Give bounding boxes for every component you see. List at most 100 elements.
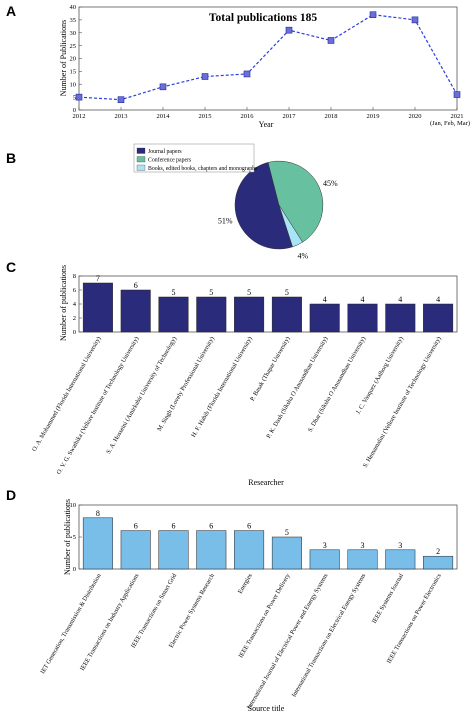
y-tick-label: 10: [70, 502, 77, 509]
pie-slice-label: 4%: [298, 252, 309, 261]
publication-type-pie-chart: 51% 45% 4% Journal papers Conference papers…: [133, 143, 338, 261]
legend-swatch: [136, 164, 146, 171]
bar: [271, 296, 302, 333]
bar: [120, 289, 151, 333]
data-point-marker: [75, 93, 83, 101]
legend-entry: Books, edited books, chapters and monogr…: [148, 166, 258, 172]
bar-value-label: 4: [398, 295, 402, 304]
bar-value-label: 5: [247, 288, 251, 297]
chart-a-ylabel: Number of Publications: [59, 20, 68, 96]
bar-value-label: 5: [285, 528, 289, 537]
y-tick-label: 5: [73, 534, 76, 541]
x-tick-label: 2021: [451, 113, 464, 120]
y-tick-label: 15: [70, 69, 77, 76]
x-tick-label: 2014: [157, 113, 171, 120]
bar: [120, 530, 151, 570]
bar: [158, 530, 189, 570]
bar: [309, 549, 340, 570]
y-tick-label: 5: [73, 94, 76, 101]
bar: [196, 530, 227, 570]
bar-value-label: 7: [96, 274, 100, 283]
pie-slice-label: 51%: [218, 217, 233, 226]
pie-slice-label: 45%: [323, 179, 338, 188]
y-tick-label: 20: [70, 56, 77, 63]
x-tick-label: 2017: [283, 113, 297, 120]
y-tick-label: 2: [73, 315, 76, 322]
data-point-marker: [285, 26, 293, 34]
bar-value-label: 5: [172, 288, 176, 297]
chart-c-ylabel: Number of publications: [59, 265, 68, 341]
bar-value-label: 4: [361, 295, 365, 304]
bar: [385, 303, 416, 333]
bar: [158, 296, 189, 333]
panel-letter-c: C: [6, 259, 16, 275]
category-label: IEEE Systems Journal: [371, 572, 405, 624]
publications-line-chart: Total publications 185 Number of Publica…: [59, 4, 470, 129]
y-tick-label: 30: [70, 30, 77, 37]
category-label: S. A. Hosseini (Amirkabir University of …: [105, 336, 178, 456]
bar-value-label: 6: [134, 522, 138, 531]
bar: [82, 282, 113, 333]
category-label: H. F. Habib (Florida International Unive…: [190, 336, 254, 439]
bar: [82, 517, 113, 570]
category-label: Electric Power Systems Research: [168, 572, 217, 649]
bar: [423, 555, 454, 570]
bar: [347, 549, 378, 570]
x-tick-label: 2018: [325, 113, 338, 120]
bar-value-label: 4: [323, 295, 327, 304]
bar: [309, 303, 340, 333]
data-point-marker: [453, 91, 461, 98]
panel-letter-d: D: [6, 487, 16, 503]
category-label: P. Basak (Thapar University): [249, 336, 292, 403]
category-label: International Transactions on Electrical…: [290, 572, 367, 698]
data-point-marker: [243, 70, 251, 78]
data-point-marker: [327, 37, 335, 44]
chart-d-ylabel: Number of publications: [63, 499, 72, 575]
panel-letter-b: B: [6, 150, 16, 166]
bar: [385, 549, 416, 570]
x-tick-label: 2012: [73, 113, 86, 120]
panel-letter-a: A: [6, 3, 16, 19]
bar-value-label: 3: [323, 541, 327, 550]
bar: [234, 296, 265, 333]
chart-a-xlabel: Year: [259, 120, 274, 129]
y-tick-label: 6: [73, 287, 77, 294]
pie-legend-box: [133, 143, 255, 173]
category-label: P. K. Dash (Siksha O Anusandhan Universi…: [265, 336, 329, 440]
category-label: O. V. G. Swathika (Vellore Institute of …: [55, 336, 140, 476]
data-point-marker: [201, 73, 209, 80]
y-tick-label: 35: [70, 17, 77, 24]
bar-value-label: 3: [361, 541, 365, 550]
chart-a-title: Total publications 185: [209, 12, 317, 24]
y-tick-label: 25: [70, 43, 77, 50]
legend-entry: Journal papers: [148, 149, 182, 155]
category-label: IET Generation, Transmission & Distribut…: [39, 572, 103, 675]
bar-value-label: 6: [247, 522, 251, 531]
x-tick-label: 2019: [367, 113, 380, 120]
category-label: Energies: [237, 572, 254, 595]
y-tick-label: 40: [70, 4, 77, 11]
bar-value-label: 8: [96, 509, 100, 518]
bar-value-label: 5: [209, 288, 213, 297]
bar-value-label: 6: [172, 522, 176, 531]
bar-value-label: 6: [209, 522, 213, 531]
category-label: International Journal of Electrical Powe…: [246, 572, 330, 711]
bar-value-label: 2: [436, 547, 440, 556]
y-tick-label: 8: [73, 273, 76, 280]
legend-swatch: [136, 156, 146, 163]
legend-swatch: [136, 147, 146, 154]
x-tick-label: 2013: [115, 113, 128, 120]
bar: [196, 296, 227, 333]
bar-value-label: 5: [285, 288, 289, 297]
pie-slice: [278, 204, 303, 248]
source-title-bar-chart: Number of publications Source title 0 5 10…: [39, 499, 458, 713]
chart-c-xlabel: Researcher: [248, 478, 284, 487]
data-point-marker: [411, 16, 419, 24]
data-point-marker: [369, 11, 377, 19]
bar: [423, 303, 454, 333]
y-tick-label: 0: [73, 107, 76, 114]
data-point-marker: [159, 83, 167, 91]
x-tick-label: 2015: [199, 113, 212, 120]
y-tick-label: 0: [73, 329, 76, 336]
